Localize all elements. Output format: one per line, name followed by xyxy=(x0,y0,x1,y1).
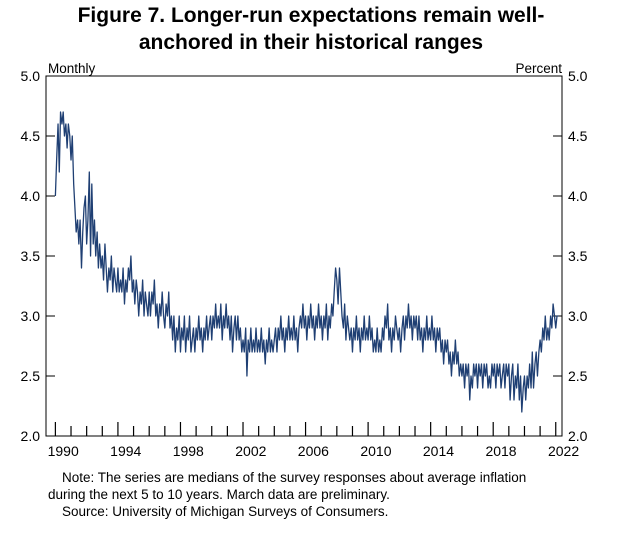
y-tick-label-right: 2.0 xyxy=(568,428,588,444)
series-line-median-expectations xyxy=(54,111,559,413)
plot-frame xyxy=(45,75,563,437)
x-tick-label: 2010 xyxy=(360,443,391,459)
y-tick-label-left: 5.0 xyxy=(21,68,41,84)
y-tick-label-left: 2.5 xyxy=(21,368,41,384)
note-line-1: Note: The series are medians of the surv… xyxy=(62,470,527,485)
x-tick-label: 1990 xyxy=(48,443,79,459)
note-line-2: during the next 5 to 10 years. March dat… xyxy=(48,487,390,502)
y-axis-left: 2.0 2.5 3.0 3.5 4.0 4.5 5.0 xyxy=(21,68,55,444)
x-tick-label: 2006 xyxy=(298,443,329,459)
title-line-2: anchored in their historical ranges xyxy=(138,31,484,54)
y-tick-label-left: 4.5 xyxy=(21,128,41,144)
x-tick-label: 2018 xyxy=(485,443,516,459)
y-axis-right: 2.0 2.5 3.0 3.5 4.0 4.5 5.0 xyxy=(553,68,588,444)
y-tick-label-right: 3.5 xyxy=(568,248,588,264)
y-tick-label-right: 2.5 xyxy=(568,368,588,384)
title-line-1: Figure 7. Longer-run expectations remain… xyxy=(77,4,545,27)
unit-label: Percent xyxy=(515,61,562,76)
y-tick-label-left: 3.5 xyxy=(21,248,41,264)
x-tick-label: 2014 xyxy=(423,443,454,459)
x-tick-label: 1998 xyxy=(173,443,204,459)
x-tick-label: 1994 xyxy=(110,443,141,459)
source-line: Source: University of Michigan Surveys o… xyxy=(62,504,389,519)
x-tick-label: 2022 xyxy=(548,443,579,459)
chart-title: Figure 7. Longer-run expectations remain… xyxy=(0,2,622,56)
y-tick-label-left: 4.0 xyxy=(21,188,41,204)
y-tick-label-right: 4.5 xyxy=(568,128,588,144)
y-tick-label-right: 5.0 xyxy=(568,68,588,84)
chart-notes: Note: The series are medians of the surv… xyxy=(48,469,526,520)
x-axis: 1990 1994 1998 2002 2006 2010 2014 2018 2022 xyxy=(48,422,579,459)
frequency-label: Monthly xyxy=(48,61,96,76)
x-tick-label: 2002 xyxy=(235,443,266,459)
y-tick-label-right: 4.0 xyxy=(568,188,588,204)
y-tick-label-left: 3.0 xyxy=(21,308,41,324)
y-tick-label-left: 2.0 xyxy=(21,428,41,444)
y-tick-label-right: 3.0 xyxy=(568,308,588,324)
